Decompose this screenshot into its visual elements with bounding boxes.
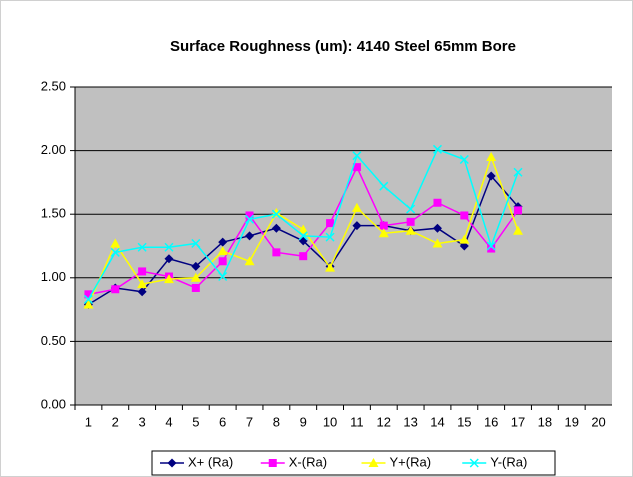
data-point — [459, 154, 469, 165]
data-point — [379, 221, 388, 230]
data-point — [163, 274, 174, 284]
data-point — [513, 225, 524, 235]
x-tick-label: 5 — [192, 414, 199, 429]
data-point — [111, 285, 120, 294]
data-point — [379, 181, 389, 191]
legend-label: Y+(Ra) — [390, 454, 432, 469]
data-point — [352, 163, 361, 172]
data-point — [299, 252, 308, 261]
data-point — [272, 248, 281, 257]
data-point — [486, 171, 496, 181]
x-tick-label: 1 — [85, 414, 92, 429]
data-point — [218, 237, 228, 247]
data-point — [191, 261, 201, 271]
data-point — [137, 242, 147, 252]
y-tick-label: 1.00 — [41, 269, 66, 284]
data-point — [244, 214, 255, 224]
data-point — [460, 211, 469, 220]
data-point — [164, 254, 174, 264]
data-point — [244, 256, 255, 266]
legend-marker — [268, 459, 277, 467]
data-point — [487, 244, 496, 253]
legend-marker — [469, 458, 479, 468]
x-tick-label: 17 — [511, 414, 525, 429]
data-point — [432, 223, 442, 233]
data-point — [432, 144, 443, 154]
legend-marker — [368, 458, 379, 467]
data-point — [83, 299, 94, 309]
data-point — [110, 247, 120, 257]
data-point — [486, 241, 496, 251]
data-point — [191, 283, 200, 292]
x-tick-label: 14 — [430, 414, 444, 429]
data-point — [486, 151, 497, 161]
x-tick-label: 13 — [403, 414, 417, 429]
x-tick-label: 20 — [591, 414, 605, 429]
data-point — [325, 232, 335, 242]
x-tick-label: 19 — [564, 414, 578, 429]
data-point — [432, 238, 443, 248]
legend-box — [151, 450, 556, 476]
data-point — [138, 267, 147, 276]
x-tick-label: 2 — [112, 414, 119, 429]
data-point — [83, 294, 93, 304]
data-point — [378, 228, 389, 238]
data-point — [459, 234, 470, 244]
data-point — [352, 221, 362, 231]
legend-label: Y-(Ra) — [490, 454, 527, 469]
data-point — [325, 262, 336, 272]
data-point — [271, 209, 281, 219]
data-point — [406, 204, 416, 214]
x-tick-label: 18 — [538, 414, 552, 429]
legend-label: X-(Ra) — [289, 454, 327, 469]
data-point — [406, 217, 415, 226]
x-tick-label: 8 — [273, 414, 280, 429]
y-tick-label: 2.50 — [41, 78, 66, 93]
data-point — [351, 202, 362, 212]
data-point — [245, 231, 255, 241]
x-tick-label: 11 — [350, 414, 364, 429]
data-point — [245, 211, 254, 220]
x-tick-label: 10 — [323, 414, 337, 429]
data-point — [405, 225, 416, 235]
x-tick-label: 3 — [139, 414, 146, 429]
chart-title: Surface Roughness (um): 4140 Steel 65mm … — [170, 38, 516, 55]
y-tick-label: 2.00 — [41, 142, 66, 157]
data-point — [326, 219, 335, 228]
data-point — [164, 242, 174, 252]
data-point — [110, 238, 121, 248]
data-point — [352, 151, 362, 161]
x-tick-label: 15 — [457, 414, 471, 429]
data-point — [137, 279, 148, 289]
y-tick-label: 0.00 — [41, 396, 66, 411]
data-point — [433, 198, 442, 207]
data-point — [190, 272, 201, 282]
legend-label: X+ (Ra) — [188, 454, 233, 469]
x-tick-label: 6 — [219, 414, 226, 429]
x-tick-label: 7 — [246, 414, 253, 429]
data-point — [218, 257, 227, 266]
x-tick-label: 9 — [300, 414, 307, 429]
data-point — [514, 206, 523, 215]
data-point — [217, 246, 228, 256]
data-point — [137, 287, 147, 297]
data-point — [298, 224, 309, 234]
x-tick-label: 4 — [165, 414, 172, 429]
data-point — [459, 241, 469, 251]
data-point — [191, 238, 201, 248]
data-point — [298, 231, 308, 241]
x-tick-label: 12 — [377, 414, 391, 429]
y-tick-label: 0.50 — [41, 333, 66, 348]
data-point — [271, 223, 281, 233]
data-point — [84, 290, 93, 299]
data-point — [513, 167, 523, 177]
x-tick-label: 16 — [484, 414, 498, 429]
y-tick-label: 1.50 — [41, 206, 66, 221]
legend-marker — [167, 458, 177, 468]
data-point — [218, 271, 228, 282]
